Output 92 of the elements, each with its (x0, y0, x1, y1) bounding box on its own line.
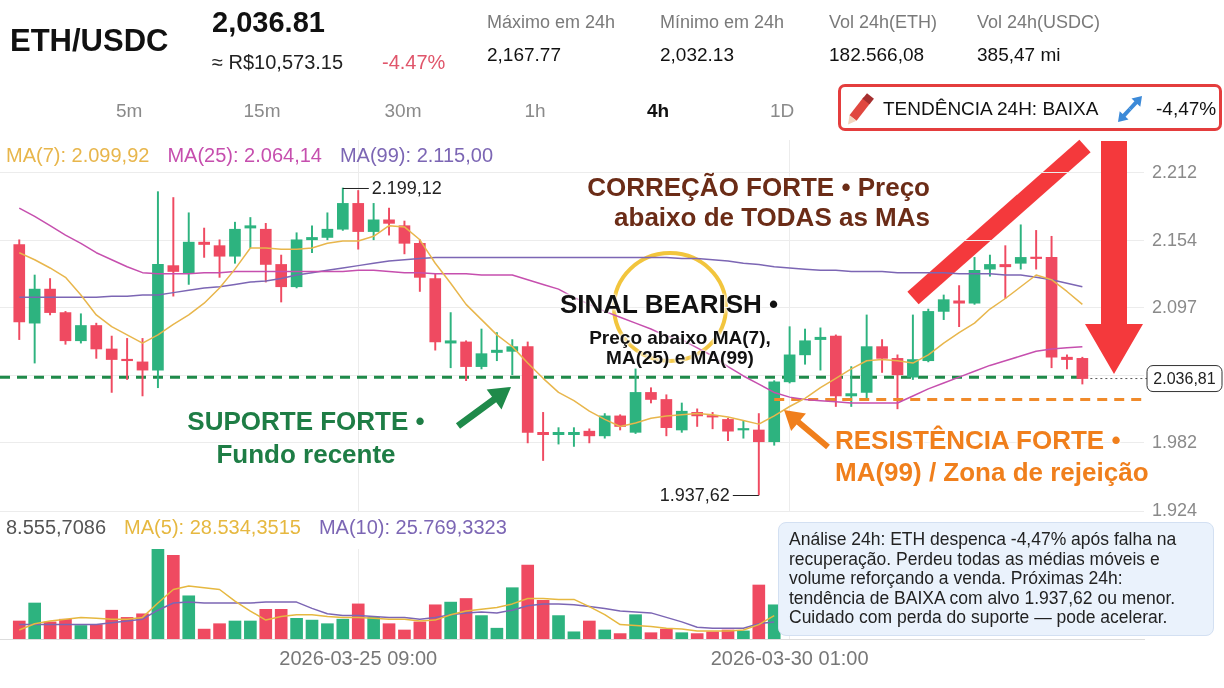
text: 2,167.77 (487, 42, 561, 66)
bar (367, 617, 380, 639)
text: Máximo em 24h (487, 11, 616, 33)
bar (413, 621, 427, 639)
text: MA(25): 2.064,14 (167, 144, 322, 166)
annotation: 1.937,62 (659, 484, 730, 505)
bar (552, 615, 565, 639)
text: 1D (770, 98, 795, 122)
text: ≈ R$10,573.15 (212, 50, 344, 74)
bar (475, 615, 488, 639)
bar (644, 632, 658, 639)
text: TENDÊNCIA 24H: BAIXA (883, 96, 1099, 120)
candlestick (953, 285, 965, 327)
text: Mínimo em 24h (660, 11, 785, 33)
text: MA(10): 25.769,3323 (318, 516, 507, 538)
text: MA(5): 28.534,3515 (124, 516, 301, 538)
annotation: CORREÇÃO FORTE • Preço abaixo de TODAS as MAs (586, 172, 930, 232)
bar (89, 624, 103, 639)
bar (28, 602, 41, 639)
candlestick (999, 245, 1012, 299)
annotation: Análise 24h: ETH despenca -4,47% após falha na recuperação. Perdeu todas as médias móveis e volume reforçando a venda. Próximas 24h: tendência de BAIXA com alvo 1.937,62 ou menor. Cuidado com perda do suporte — pode acelerar. (778, 522, 1214, 636)
text: -4,47% (1156, 96, 1217, 120)
bar (167, 554, 180, 639)
bar (228, 620, 242, 639)
x-tick-label: 2026-03-25 09:00 (279, 646, 438, 669)
y-tick-label: 2.154 (1152, 229, 1198, 250)
bar (690, 633, 704, 639)
bar (12, 620, 26, 639)
bar (428, 604, 442, 639)
bar (351, 603, 365, 639)
candlestick (1030, 230, 1042, 270)
candlestick (444, 312, 457, 369)
text: 15m (243, 98, 281, 122)
bar (382, 623, 396, 639)
bar (536, 599, 550, 639)
annotation: SUPORTE FORTE • Fundo recente (186, 405, 426, 471)
candlestick (244, 217, 257, 249)
text: 2,032.13 (660, 42, 734, 66)
text: MA(99): 2.115,00 (339, 144, 493, 166)
bar (274, 608, 288, 639)
text: Vol 24h(ETH) (829, 11, 938, 33)
bar (490, 627, 504, 639)
bar (213, 623, 226, 639)
y-tick-label: 1.924 (1152, 499, 1198, 520)
text: -4.47% (382, 50, 446, 74)
text: 2,036.81 (212, 4, 325, 40)
bar (583, 620, 596, 639)
bar (197, 628, 211, 639)
y-tick-label: 2.097 (1152, 296, 1198, 317)
bar (336, 618, 350, 639)
candlestick (167, 197, 180, 297)
text: MA(7): 2.099,92 (6, 144, 150, 166)
bar (259, 608, 273, 639)
bar (675, 632, 689, 639)
text: 182.566,08 (829, 42, 925, 66)
bar (305, 619, 319, 639)
bar (290, 617, 303, 639)
y-tick-label: 2.212 (1152, 161, 1198, 182)
text: 1h (524, 98, 546, 122)
text: 30m (384, 98, 422, 122)
bar (521, 564, 535, 639)
bar (613, 633, 627, 639)
ref-line-label: 2.036,81 (1153, 369, 1216, 387)
text: 385,47 mi (977, 42, 1061, 66)
bar (182, 595, 196, 639)
text: Vol 24h(USDC) (977, 11, 1101, 33)
bar (444, 601, 457, 639)
text: 5m (116, 98, 143, 122)
bar (660, 628, 673, 639)
bar (505, 587, 519, 639)
candlestick (198, 227, 210, 258)
y-tick-label: 1.982 (1152, 431, 1198, 452)
bar (398, 629, 411, 639)
bar (151, 549, 165, 639)
candlestick (814, 327, 827, 371)
bar (59, 618, 72, 639)
annotation: 2.199,12 (371, 177, 442, 198)
x-tick-label: 2026-03-30 01:00 (710, 646, 869, 669)
text: 8.555,7086 (6, 516, 107, 538)
bar (752, 584, 766, 639)
bar (737, 630, 750, 639)
candlestick (121, 338, 133, 380)
bar (321, 623, 334, 639)
bar (567, 631, 581, 639)
bar (74, 625, 88, 639)
bar (629, 614, 642, 639)
annotation: RESISTÊNCIA FORTE • MA(99) / Zona de rejeição (835, 425, 1149, 487)
candlestick (537, 412, 549, 461)
bar (244, 620, 257, 639)
bar (598, 629, 612, 639)
text: ETH/USDC (10, 21, 169, 59)
text: 4h (647, 98, 670, 122)
